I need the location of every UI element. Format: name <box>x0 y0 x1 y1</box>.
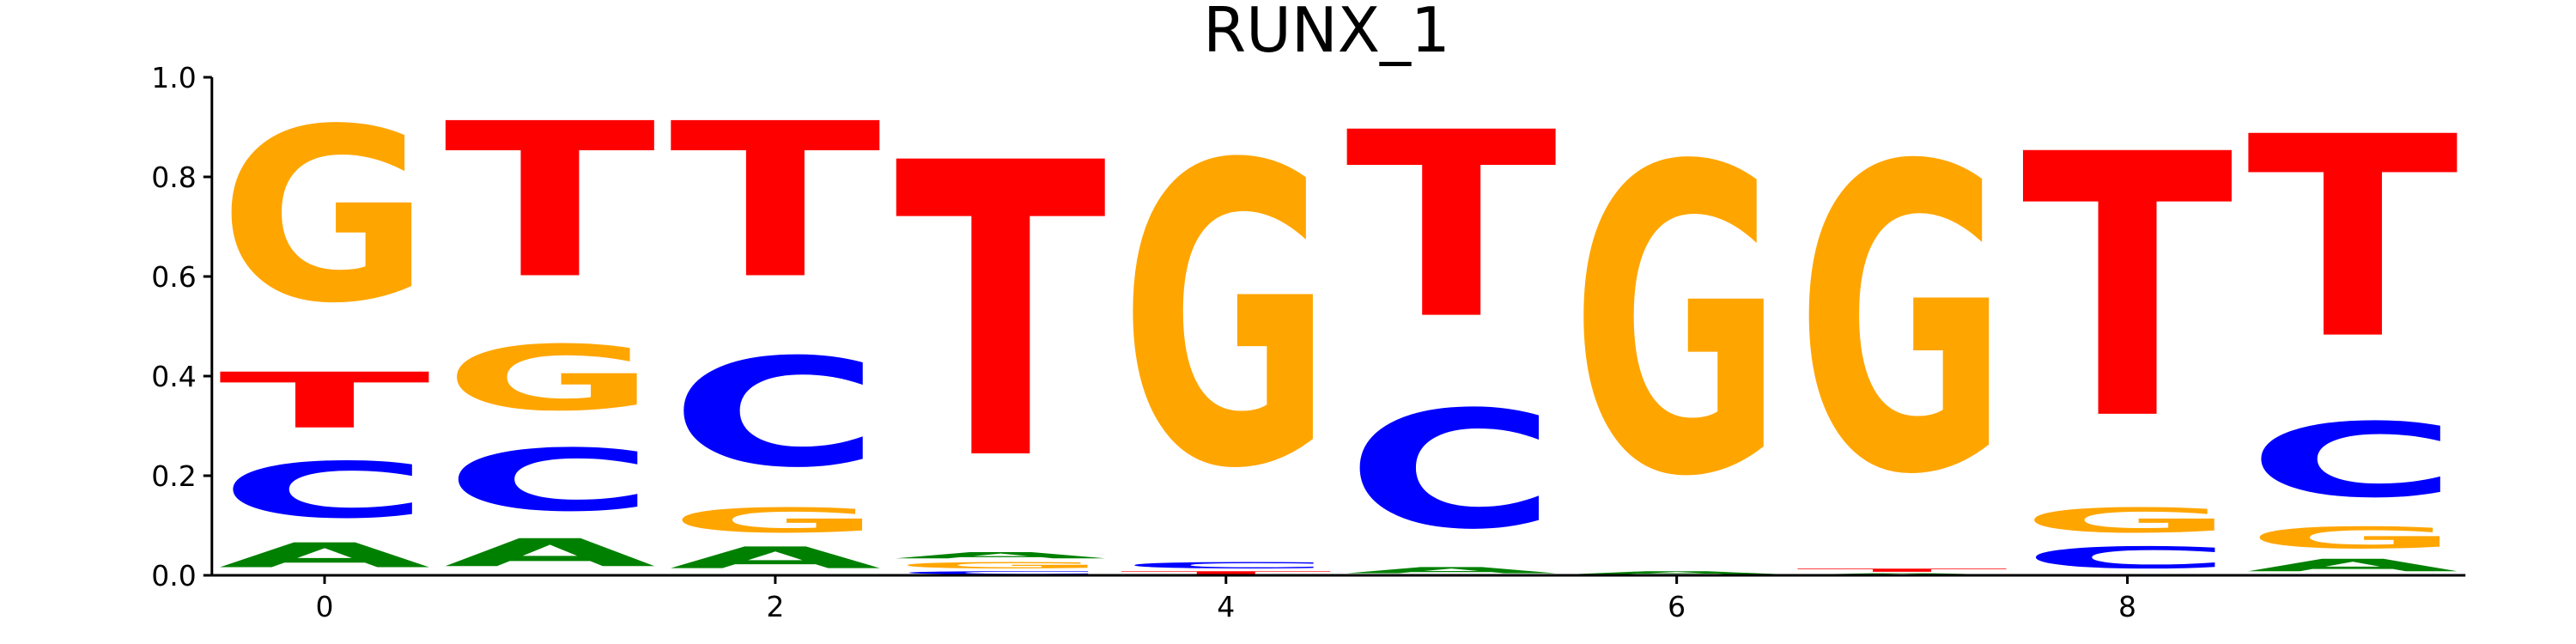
logo-letter-t: T <box>895 79 1109 550</box>
logo-letter-g: G <box>670 501 882 540</box>
logo-letter-g: G <box>1796 78 2008 566</box>
logo-letter-t: T <box>1796 568 2008 573</box>
axes: 0.0 0.2 0.4 0.6 0.8 1.0 0 2 4 6 8 <box>151 61 2466 623</box>
logo-letter-t: T <box>1346 79 1559 376</box>
x-tick-label: 8 <box>2118 590 2136 623</box>
y-tick-label: 0.6 <box>151 260 196 294</box>
logo-letter-g: G <box>895 561 1107 571</box>
logo-letter-c: C <box>1346 377 1558 565</box>
logo-letter-c: C <box>2021 541 2233 575</box>
logo-letter-t: T <box>2021 78 2235 499</box>
logo-letter-t: T <box>670 78 884 326</box>
y-tick-label: 0.4 <box>151 360 196 393</box>
logo-letter-t: T <box>2247 77 2461 399</box>
y-tick-label: 0.2 <box>151 459 196 493</box>
y-tick-label: 1.0 <box>151 61 196 94</box>
logo-letter-a: A <box>219 536 431 575</box>
logo-letter-c: C <box>670 327 882 501</box>
logo-letter-c: C <box>895 570 1107 575</box>
logo-letter-a: A <box>1571 570 1783 575</box>
logo-letter-c: C <box>219 446 431 535</box>
logo-letter-g: G <box>219 78 431 355</box>
logo-letter-g: G <box>2247 520 2459 555</box>
logo-letter-a: A <box>670 541 882 575</box>
logo-letter-t: T <box>219 356 433 446</box>
x-tick-label: 6 <box>1668 590 1686 623</box>
logo-letter-g: G <box>1120 78 1332 559</box>
x-tick-label: 4 <box>1217 590 1235 623</box>
x-tick-label: 0 <box>316 590 334 623</box>
logo-letter-t: T <box>444 78 658 326</box>
logo-letter-a: A <box>444 531 656 575</box>
logo-letter-g: G <box>444 327 656 431</box>
logo-letter-a: A <box>1346 565 1558 575</box>
logo-letter-c: C <box>2247 402 2459 520</box>
logo-letter-c: C <box>1120 561 1332 571</box>
logo-letter-c: C <box>444 431 656 530</box>
logo-letter-a: A <box>2247 556 2459 575</box>
x-tick-label: 2 <box>766 590 784 623</box>
logo-letter-g: G <box>1571 78 1783 569</box>
chart-title: RUNX_1 <box>1203 0 1450 66</box>
logo-letter-g: G <box>2021 501 2233 540</box>
y-tick-label: 0.0 <box>151 559 196 592</box>
logo-letter-a: A <box>895 550 1107 561</box>
logo-letter-t: T <box>1120 570 1332 575</box>
y-tick-label: 0.8 <box>151 161 196 194</box>
